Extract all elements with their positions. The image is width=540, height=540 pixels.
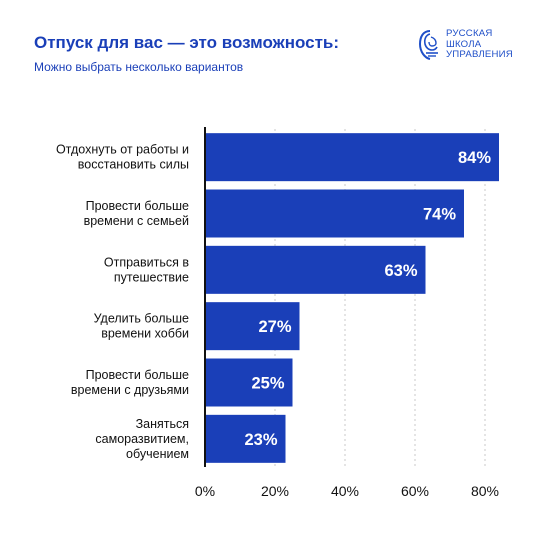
bar-0 (205, 133, 499, 182)
logo-text-line-3: УПРАВЛЕНИЯ (446, 49, 513, 61)
category-label-1: Провести больше времени с семьей (84, 199, 189, 228)
x-tick-label-2: 40% (331, 483, 359, 499)
bar-4 (205, 358, 293, 407)
chart-title: Отпуск для вас — это возможность: (34, 33, 340, 52)
category-label-2: Отправиться в путешествие (104, 255, 189, 284)
logo-text-line-2: ШКОЛА (446, 38, 482, 50)
category-label-0: Отдохнуть от работы и восстановить силы (56, 143, 189, 172)
bar-1 (205, 189, 464, 238)
category-label-3: Уделить больше времени хобби (94, 312, 189, 341)
value-label-3: 27% (258, 318, 291, 336)
bar-2 (205, 245, 426, 294)
logo-text-line-1: РУССКАЯ (446, 28, 493, 39)
category-label-5: Заняться саморазвитием, обучением (95, 417, 189, 461)
value-label-5: 23% (244, 431, 277, 449)
x-tick-label-4: 80% (471, 483, 499, 499)
x-tick-label-1: 20% (261, 483, 289, 499)
category-label-4: Провести больше времени с друзьями (71, 368, 189, 397)
value-label-2: 63% (384, 262, 417, 280)
rsu-emblem-icon (418, 30, 438, 60)
x-tick-label-3: 60% (401, 483, 429, 499)
logo: РУССКАЯ ШКОЛА УПРАВЛЕНИЯ (418, 28, 513, 61)
chart-subtitle: Можно выбрать несколько вариантов (34, 60, 244, 74)
bar-3 (205, 302, 300, 351)
value-label-0: 84% (458, 149, 491, 167)
value-label-1: 74% (423, 206, 456, 224)
bar-5 (205, 414, 286, 463)
value-label-4: 25% (251, 375, 284, 393)
x-tick-label-0: 0% (195, 483, 215, 499)
